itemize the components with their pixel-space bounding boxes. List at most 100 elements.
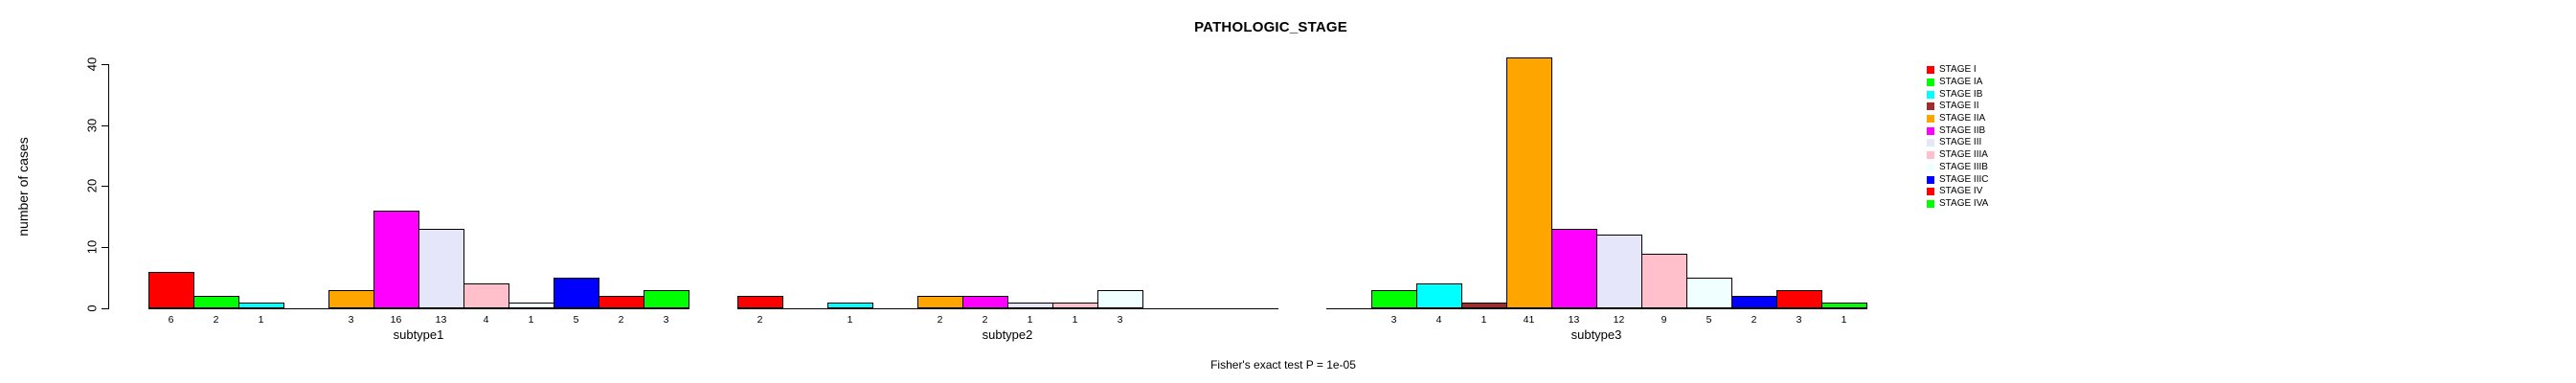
bar-value-label: 2: [757, 314, 763, 326]
bar-subtype2-stage-iia: [917, 296, 963, 308]
bar-value-label: 3: [1117, 314, 1123, 326]
bar-subtype3-stage-iia: [1506, 57, 1552, 308]
bar-subtype3-stage-ib: [1416, 283, 1462, 308]
bar-subtype3-stage-iib: [1551, 229, 1597, 308]
legend-swatch-stage-ii: [1927, 102, 1934, 111]
legend-swatch-stage-iiia: [1927, 151, 1934, 160]
bar-value-label: 13: [435, 314, 447, 326]
y-tick: [102, 186, 108, 187]
bar-value-label: 2: [937, 314, 943, 326]
bar-value-label: 2: [982, 314, 988, 326]
bar-value-label: 5: [573, 314, 579, 326]
legend-item: STAGE IIA: [1927, 113, 1989, 125]
legend-item: STAGE IIIA: [1927, 149, 1989, 162]
legend-swatch-stage-iii: [1927, 139, 1934, 147]
legend-item: STAGE IIB: [1927, 124, 1989, 137]
bar-subtype1-stage-iiic: [554, 278, 599, 308]
bar-subtype1-stage-iii: [418, 229, 464, 308]
bar-subtype2-stage-ib: [827, 303, 873, 308]
x-group-label: subtype1: [393, 327, 444, 342]
bar-subtype1-stage-iia: [328, 290, 374, 308]
bar-subtype1-stage-iib: [373, 211, 419, 308]
legend-label: STAGE IIIA: [1939, 149, 1988, 161]
bar-value-label: 6: [168, 314, 174, 326]
bar-subtype3-stage-iiic: [1731, 296, 1777, 308]
legend-label: STAGE IIA: [1939, 113, 1986, 124]
bar-value-label: 1: [528, 314, 534, 326]
bar-value-label: 16: [390, 314, 402, 326]
bar-subtype3-stage-iiib: [1686, 278, 1732, 308]
legend-swatch-stage-iiic: [1927, 175, 1934, 184]
bar-subtype2-stage-iii: [1007, 303, 1053, 308]
legend-label: STAGE IIB: [1939, 124, 1986, 136]
bar-value-label: 13: [1568, 314, 1580, 326]
bar-value-label: 4: [483, 314, 489, 326]
legend-item: STAGE IB: [1927, 88, 1989, 101]
bar-value-label: 1: [847, 314, 853, 326]
fisher-test-annotation: Fisher's exact test P = 1e-05: [1210, 358, 1356, 372]
y-axis-label: number of cases: [15, 137, 31, 237]
bar-value-label: 3: [348, 314, 354, 326]
x-axis-line: [148, 308, 689, 309]
bar-subtype3-stage-ii: [1461, 303, 1507, 308]
y-tick-label: 40: [84, 56, 100, 72]
legend-item: STAGE I: [1927, 64, 1989, 77]
legend-item: STAGE IVA: [1927, 198, 1989, 211]
y-tick: [102, 308, 108, 309]
bar-value-label: 1: [258, 314, 264, 326]
legend-swatch-stage-iib: [1927, 126, 1934, 135]
x-group-label: subtype3: [1570, 327, 1622, 342]
y-tick: [102, 125, 108, 126]
bar-value-label: 4: [1435, 314, 1442, 326]
legend-label: STAGE I: [1939, 64, 1977, 76]
legend-label: STAGE IB: [1939, 88, 1983, 100]
legend-label: STAGE III: [1939, 137, 1982, 148]
bar-subtype2-stage-iib: [962, 296, 1008, 308]
bar-subtype3-stage-iiia: [1641, 254, 1687, 308]
bar-value-label: 3: [1390, 314, 1397, 326]
bar-value-label: 41: [1523, 314, 1535, 326]
bar-value-label: 2: [618, 314, 624, 326]
bar-value-label: 2: [213, 314, 219, 326]
bar-value-label: 9: [1661, 314, 1667, 326]
legend-item: STAGE IIIC: [1927, 173, 1989, 186]
bar-subtype1-stage-ia: [193, 296, 239, 308]
bar-subtype2-stage-i: [737, 296, 783, 308]
bar-value-label: 5: [1706, 314, 1712, 326]
legend-swatch-stage-ia: [1927, 79, 1934, 87]
bar-value-label: 12: [1613, 314, 1625, 326]
legend-swatch-stage-iv: [1927, 188, 1934, 196]
legend-item: STAGE IV: [1927, 186, 1989, 198]
y-axis-line: [108, 63, 109, 309]
bar-value-label: 3: [663, 314, 669, 326]
bar-subtype1-stage-iv: [599, 296, 644, 308]
legend-label: STAGE IV: [1939, 186, 1983, 197]
bar-subtype1-stage-iiib: [508, 303, 554, 308]
x-axis-line: [1326, 308, 1867, 309]
legend: STAGE I STAGE IA STAGE IB STAGE II STAGE IIA…: [1927, 64, 1989, 210]
bar-subtype1-stage-iiia: [463, 283, 509, 308]
legend-item: STAGE II: [1927, 101, 1989, 113]
x-group-label: subtype2: [982, 327, 1033, 342]
bar-value-label: 1: [1072, 314, 1078, 326]
bar-subtype3-stage-ia: [1371, 290, 1417, 308]
legend-label: STAGE IVA: [1939, 197, 1989, 209]
legend-swatch-stage-iva: [1927, 199, 1934, 208]
y-tick-label: 10: [84, 239, 100, 255]
legend-label: STAGE IIIC: [1939, 173, 1989, 185]
y-tick: [102, 247, 108, 248]
chart-title: PATHOLOGIC_STAGE: [1194, 19, 1347, 35]
legend-label: STAGE IA: [1939, 77, 1983, 88]
legend-swatch-stage-iiib: [1927, 163, 1934, 171]
x-axis-line: [737, 308, 1278, 309]
bar-value-label: 2: [1751, 314, 1757, 326]
bar-subtype3-stage-iii: [1596, 235, 1642, 308]
bar-subtype1-stage-iva: [644, 290, 689, 308]
bar-subtype1-stage-ib: [238, 303, 284, 308]
bar-subtype3-stage-iv: [1776, 290, 1822, 308]
bar-value-label: 1: [1027, 314, 1033, 326]
bar-subtype2-stage-iiia: [1052, 303, 1098, 308]
y-tick: [102, 64, 108, 65]
bar-subtype3-stage-iva: [1821, 303, 1867, 308]
